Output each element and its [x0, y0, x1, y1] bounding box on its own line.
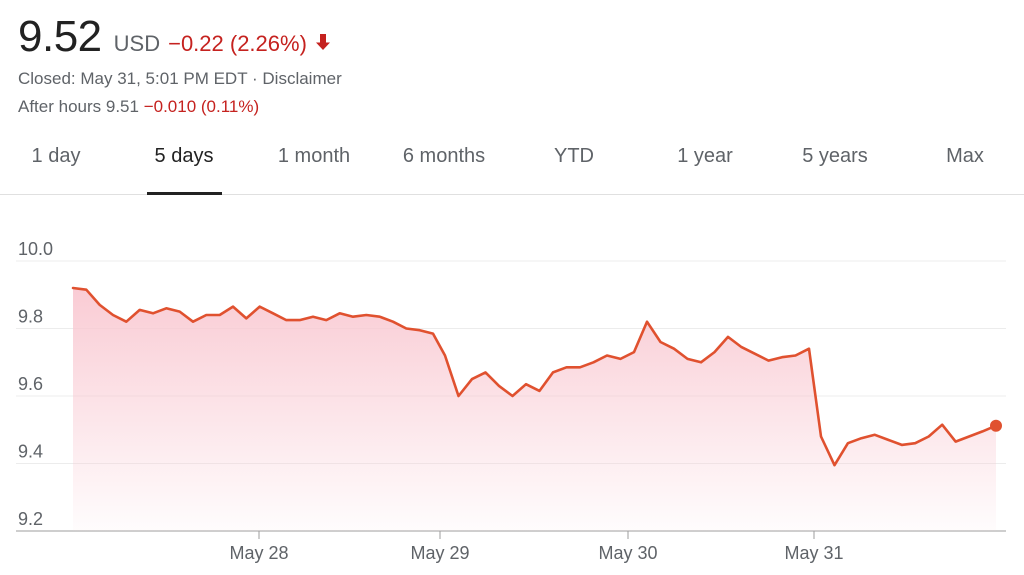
price-area-fill — [73, 288, 996, 531]
current-price: 9.52 — [18, 12, 102, 61]
arrow-down-icon — [315, 33, 331, 56]
x-tick-label: May 29 — [410, 543, 469, 563]
closed-status: Closed: May 31, 5:01 PM EDT · Disclaimer — [18, 69, 342, 88]
x-axis: May 28 May 29 May 30 May 31 — [229, 531, 844, 563]
x-tick-label: May 30 — [598, 543, 657, 563]
y-tick-label: 10.0 — [18, 239, 53, 259]
last-price-marker — [990, 419, 1002, 432]
currency-label: USD — [113, 31, 161, 56]
tab-5-years[interactable]: 5 years — [802, 145, 868, 167]
price-line — [71, 286, 998, 467]
y-tick-label: 9.2 — [18, 509, 43, 529]
x-tick-label: May 28 — [229, 543, 288, 563]
tab-1-month[interactable]: 1 month — [277, 145, 351, 167]
active-tab-indicator — [147, 192, 222, 195]
y-tick-label: 9.4 — [18, 442, 43, 462]
tab-6-months[interactable]: 6 months — [402, 145, 486, 167]
after-hours-change: −0.010 (0.11%) — [143, 97, 260, 116]
range-tabs: 1 day 5 days 1 month 6 months YTD 1 year… — [0, 120, 1024, 195]
tab-1-day[interactable]: 1 day — [31, 145, 81, 167]
price-series — [71, 286, 1002, 531]
tab-max[interactable]: Max — [946, 145, 984, 167]
quote-header: 9.52 USD −0.22 (2.26%) Closed: May 31, 5… — [18, 12, 342, 118]
price-row: 9.52 USD −0.22 (2.26%) — [18, 12, 342, 62]
after-hours-label: After hours 9.51 — [18, 97, 139, 116]
tab-1-year[interactable]: 1 year — [677, 145, 733, 167]
y-tick-label: 9.6 — [18, 374, 43, 394]
after-hours-row: After hours 9.51 −0.010 (0.11%) — [18, 96, 342, 118]
tab-ytd[interactable]: YTD — [554, 145, 594, 167]
price-change: −0.22 (2.26%) — [168, 31, 307, 56]
x-tick-label: May 31 — [784, 543, 843, 563]
y-tick-label: 9.8 — [18, 307, 43, 327]
tab-5-days[interactable]: 5 days — [154, 145, 214, 167]
y-axis: 10.0 9.8 9.6 9.4 9.2 — [18, 239, 53, 529]
